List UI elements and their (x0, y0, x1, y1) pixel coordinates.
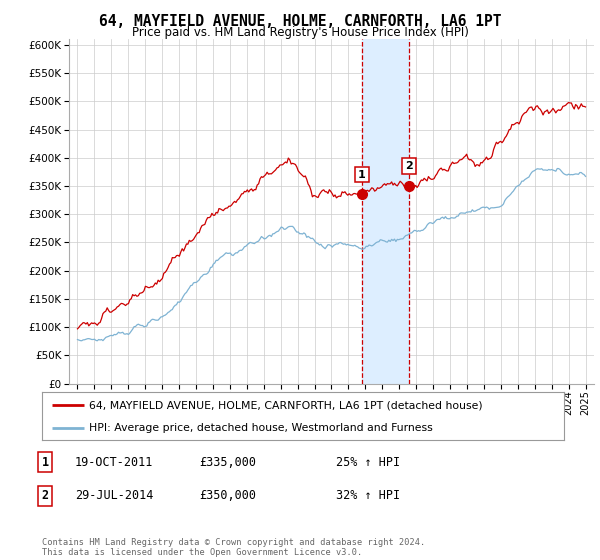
Text: 32% ↑ HPI: 32% ↑ HPI (336, 489, 400, 502)
Text: 19-OCT-2011: 19-OCT-2011 (75, 455, 153, 469)
Text: 64, MAYFIELD AVENUE, HOLME, CARNFORTH, LA6 1PT (detached house): 64, MAYFIELD AVENUE, HOLME, CARNFORTH, L… (89, 400, 482, 410)
Text: 2: 2 (405, 161, 413, 171)
Text: HPI: Average price, detached house, Westmorland and Furness: HPI: Average price, detached house, West… (89, 423, 433, 433)
Text: 64, MAYFIELD AVENUE, HOLME, CARNFORTH, LA6 1PT: 64, MAYFIELD AVENUE, HOLME, CARNFORTH, L… (99, 14, 501, 29)
Text: 29-JUL-2014: 29-JUL-2014 (75, 489, 153, 502)
Text: 25% ↑ HPI: 25% ↑ HPI (336, 455, 400, 469)
Text: Price paid vs. HM Land Registry's House Price Index (HPI): Price paid vs. HM Land Registry's House … (131, 26, 469, 39)
Text: 1: 1 (41, 455, 49, 469)
Text: Contains HM Land Registry data © Crown copyright and database right 2024.
This d: Contains HM Land Registry data © Crown c… (42, 538, 425, 557)
Text: 1: 1 (358, 170, 366, 180)
Text: £335,000: £335,000 (199, 455, 257, 469)
Bar (362, 39, 409, 384)
Text: £350,000: £350,000 (199, 489, 257, 502)
Text: 2: 2 (41, 489, 49, 502)
